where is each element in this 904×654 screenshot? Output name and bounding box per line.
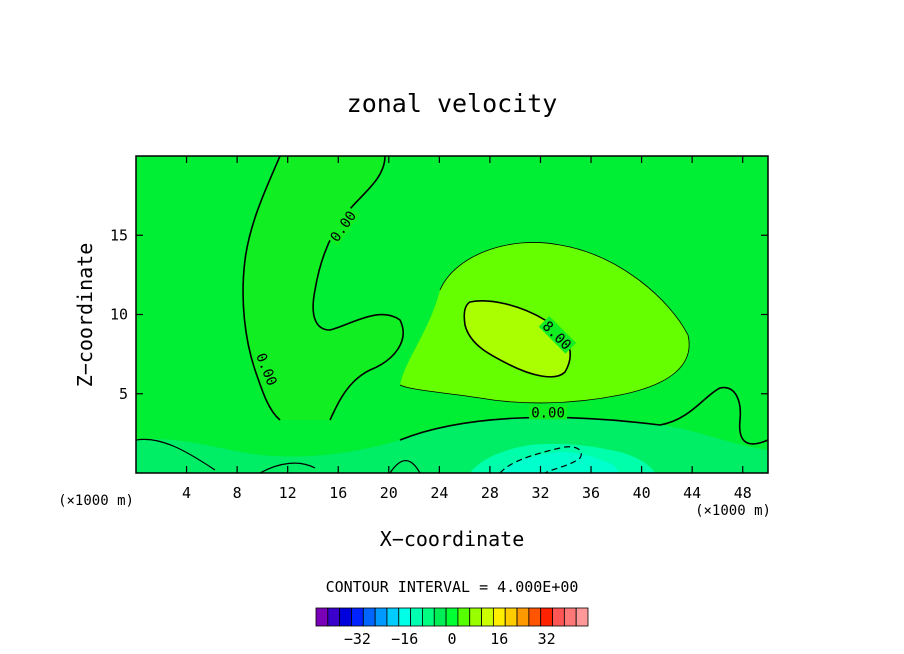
colorbar-cell bbox=[386, 607, 400, 627]
colorbar-cell bbox=[327, 607, 341, 627]
x-tick-label: 4 bbox=[182, 484, 191, 502]
x-tick-label: 12 bbox=[279, 484, 297, 502]
colorbar-cell bbox=[516, 607, 530, 627]
colorbar-cell bbox=[422, 607, 435, 627]
x-axis-label: X−coordinate bbox=[380, 527, 525, 551]
x-axis: 4 8 12 16 20 24 28 32 36 40 44 48 bbox=[182, 156, 752, 502]
colorbar-cell bbox=[457, 607, 471, 627]
colorbar-cell bbox=[433, 607, 447, 627]
contour-line-4 bbox=[399, 242, 690, 404]
contour-label: 0.00 bbox=[529, 404, 568, 421]
colorbar-cell bbox=[540, 607, 553, 627]
y-tick-label: 15 bbox=[110, 226, 128, 244]
colorbar-cell bbox=[398, 607, 412, 627]
contour-line-8 bbox=[463, 300, 571, 378]
colorbar-cell bbox=[469, 607, 482, 627]
field-region-positive-small bbox=[243, 156, 404, 420]
contour-label-bg bbox=[325, 206, 360, 246]
x-tick-label: 44 bbox=[683, 484, 701, 502]
contour-interval-text: CONTOUR INTERVAL = 4.000E+00 bbox=[326, 578, 579, 596]
y-tick-label: 5 bbox=[119, 385, 128, 403]
y-axis-label: Z−coordinate bbox=[73, 243, 97, 388]
x-tick-label: 20 bbox=[380, 484, 398, 502]
colorbar-cell bbox=[563, 607, 577, 627]
colorbar-cell bbox=[492, 607, 506, 627]
colorbar: −32 −16 0 16 32 bbox=[315, 607, 589, 648]
contour-label-bg bbox=[253, 348, 282, 390]
colorbar-cell bbox=[362, 607, 376, 627]
chart-title: zonal velocity bbox=[347, 89, 558, 118]
contour-label-text: 0.00 bbox=[531, 405, 565, 421]
x-tick-label: 24 bbox=[430, 484, 448, 502]
x-tick-label: 40 bbox=[633, 484, 651, 502]
x-tick-label: 16 bbox=[329, 484, 347, 502]
colorbar-tick-label: 0 bbox=[447, 630, 456, 648]
colorbar-cell bbox=[339, 607, 352, 627]
colorbar-tick-label: −32 bbox=[344, 630, 371, 648]
colorbar-cell bbox=[528, 607, 542, 627]
field-region-below-minus-8 bbox=[500, 452, 620, 473]
colorbar-cell bbox=[351, 607, 364, 627]
x-tick-label: 8 bbox=[233, 484, 242, 502]
colorbar-cell bbox=[504, 607, 518, 627]
plot-area bbox=[136, 156, 768, 473]
x-axis-unit-right: (×1000 m) bbox=[695, 503, 771, 519]
contour-line-zero-surface bbox=[399, 386, 768, 445]
contour-label-bg bbox=[538, 316, 577, 354]
colorbar-cell bbox=[315, 607, 329, 627]
contour-line-surface-wiggle bbox=[136, 438, 421, 473]
colorbar-cell bbox=[575, 607, 589, 627]
colorbar-tick-label: −16 bbox=[391, 630, 418, 648]
y-tick-label: 10 bbox=[110, 306, 128, 324]
colorbar-tick-label: 32 bbox=[538, 630, 556, 648]
x-tick-label: 36 bbox=[582, 484, 600, 502]
x-tick-label: 28 bbox=[481, 484, 499, 502]
colorbar-tick-label: 16 bbox=[490, 630, 508, 648]
x-tick-label: 32 bbox=[531, 484, 549, 502]
colorbar-cell bbox=[552, 607, 565, 627]
colorbar-cell bbox=[374, 607, 388, 627]
x-tick-label: 48 bbox=[734, 484, 752, 502]
x-axis-unit-left: (×1000 m) bbox=[58, 493, 134, 509]
colorbar-cell bbox=[445, 607, 459, 627]
y-axis: 5 10 15 bbox=[110, 226, 768, 403]
colorbar-cell bbox=[481, 607, 494, 627]
contour-label-bg bbox=[529, 404, 568, 420]
colorbar-cell bbox=[410, 607, 423, 627]
contour-line-negative bbox=[499, 446, 582, 473]
